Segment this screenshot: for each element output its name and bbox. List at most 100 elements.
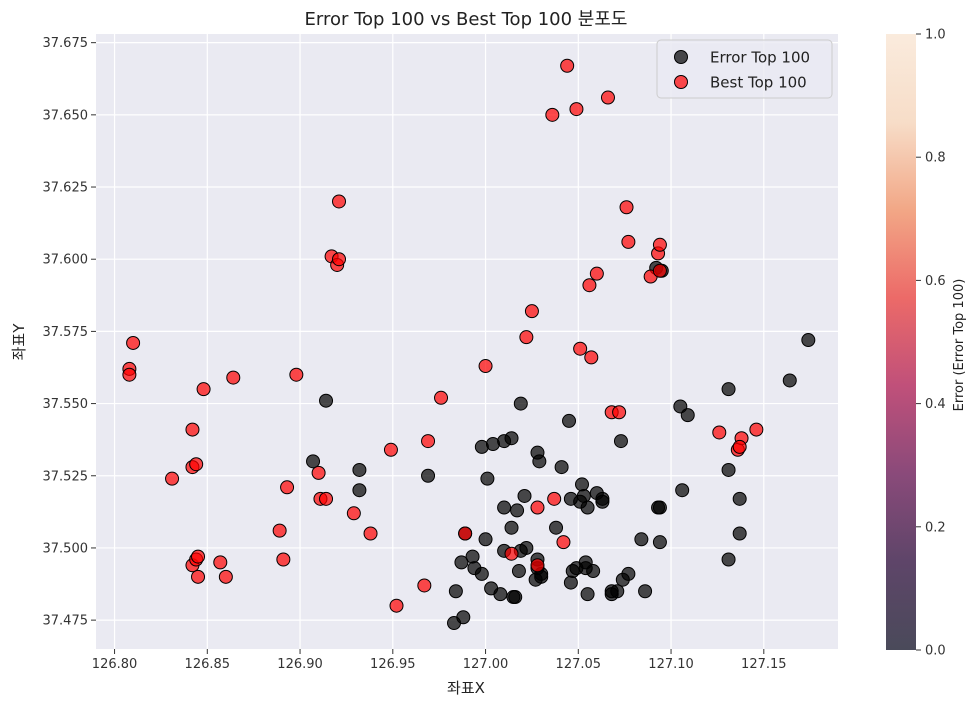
colorbar-tick-label: 0.0 — [925, 644, 946, 659]
legend-marker — [674, 50, 688, 64]
best-point — [122, 367, 137, 382]
x-tick-label: 127.15 — [741, 657, 787, 672]
best-point — [165, 471, 180, 486]
colorbar-tick-label: 1.0 — [925, 28, 946, 43]
error-point — [576, 488, 591, 503]
error-point — [504, 520, 519, 535]
best-point — [530, 558, 545, 573]
error-point — [554, 460, 569, 475]
error-point — [447, 616, 462, 631]
error-point — [454, 555, 469, 570]
error-point — [721, 552, 736, 567]
y-tick-label: 37.550 — [43, 397, 89, 412]
best-point — [189, 457, 204, 472]
best-point — [346, 506, 361, 521]
x-tick-label: 127.10 — [648, 657, 694, 672]
legend-entry: Error Top 100 — [710, 49, 810, 67]
best-point — [504, 546, 519, 561]
y-tick-label: 37.575 — [43, 325, 89, 340]
best-point — [218, 569, 233, 584]
error-point — [801, 333, 816, 348]
best-point — [434, 390, 449, 405]
error-point — [497, 500, 512, 515]
error-point — [575, 477, 590, 492]
best-point — [389, 598, 404, 613]
error-point — [510, 503, 525, 518]
error-point — [352, 462, 367, 477]
error-point — [532, 454, 547, 469]
best-point — [272, 523, 287, 538]
legend-entry: Best Top 100 — [710, 74, 807, 92]
error-point — [675, 483, 690, 498]
error-point — [732, 526, 747, 541]
error-point — [615, 572, 630, 587]
best-point — [185, 422, 200, 437]
best-point — [749, 422, 764, 437]
colorbar — [886, 34, 916, 650]
error-point — [634, 532, 649, 547]
error-point — [421, 468, 436, 483]
error-point — [565, 564, 580, 579]
best-point — [196, 382, 211, 397]
best-point — [524, 304, 539, 319]
best-point — [584, 350, 599, 365]
error-point — [478, 532, 493, 547]
error-point — [465, 549, 480, 564]
y-tick-label: 37.600 — [43, 253, 89, 268]
chart-title: Error Top 100 vs Best Top 100 분포도 — [305, 9, 628, 30]
best-point — [732, 439, 747, 454]
best-point — [311, 465, 326, 480]
best-point — [560, 58, 575, 73]
error-point — [534, 569, 549, 584]
error-point — [549, 520, 564, 535]
x-tick-label: 127.00 — [463, 657, 509, 672]
x-tick-label: 127.05 — [556, 657, 602, 672]
best-point — [589, 266, 604, 281]
x-tick-label: 126.85 — [185, 657, 231, 672]
best-point — [619, 200, 634, 215]
y-tick-label: 37.525 — [43, 469, 89, 484]
best-point — [332, 194, 347, 209]
x-tick-label: 126.90 — [277, 657, 323, 672]
error-point — [448, 584, 463, 599]
error-point — [680, 408, 695, 423]
error-point — [352, 483, 367, 498]
best-point — [612, 405, 627, 420]
error-point — [580, 500, 595, 515]
colorbar-tick-label: 0.2 — [925, 520, 946, 535]
best-point — [363, 526, 378, 541]
error-point — [517, 488, 532, 503]
best-point — [280, 480, 295, 495]
best-point — [545, 107, 560, 122]
legend-marker — [674, 75, 688, 89]
best-point — [569, 102, 584, 117]
error-point — [506, 590, 521, 605]
error-point — [484, 581, 499, 596]
error-point — [638, 584, 653, 599]
best-series — [122, 58, 764, 613]
colorbar-label: Error (Error Top 100) — [952, 279, 967, 412]
y-tick-label: 37.475 — [43, 614, 89, 629]
error-point — [511, 564, 526, 579]
error-point — [721, 462, 736, 477]
error-point — [578, 561, 593, 576]
best-point — [530, 500, 545, 515]
colorbar-tick-label: 0.6 — [925, 274, 946, 289]
error-point — [732, 491, 747, 506]
best-point — [191, 549, 206, 564]
y-tick-label: 37.650 — [43, 108, 89, 123]
y-axis-label: 좌표Y — [10, 323, 28, 361]
best-point — [652, 237, 667, 252]
best-point — [600, 90, 615, 105]
error-point — [319, 393, 334, 408]
best-point — [319, 491, 334, 506]
best-point — [573, 341, 588, 356]
y-tick-label: 37.625 — [43, 181, 89, 196]
plot-area — [96, 34, 838, 649]
error-point — [480, 471, 495, 486]
error-point — [306, 454, 321, 469]
y-tick-label: 37.675 — [43, 36, 89, 51]
error-point — [562, 413, 577, 428]
